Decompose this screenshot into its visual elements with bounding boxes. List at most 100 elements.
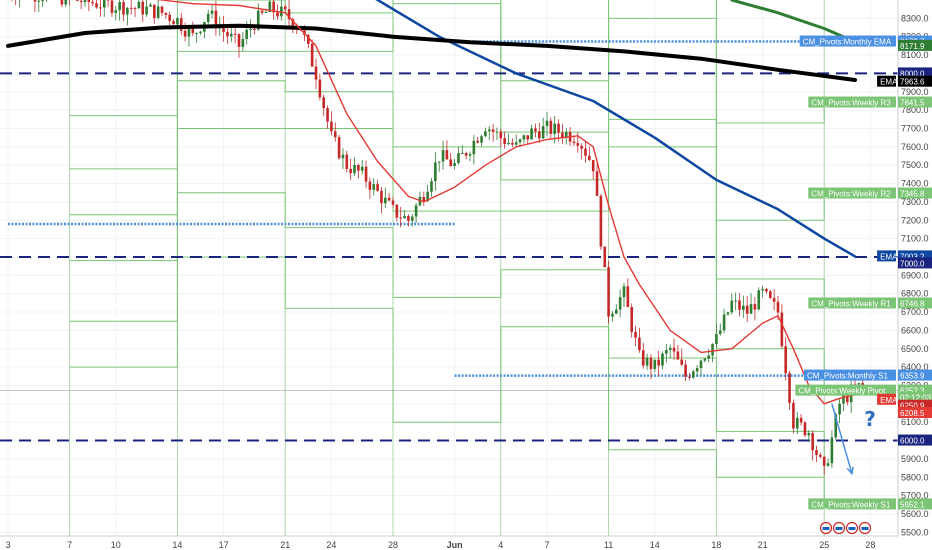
- price-tag-box: [898, 384, 932, 396]
- candle-body: [364, 166, 368, 182]
- candle-body: [168, 14, 171, 21]
- price-tick-label: 7100.0: [901, 234, 929, 244]
- candle-body: [129, 7, 133, 9]
- horizontal-levels: [0, 40, 898, 442]
- candle-body: [753, 304, 757, 310]
- candle-body: [561, 132, 564, 138]
- candle-body: [461, 153, 464, 155]
- candle-body: [765, 288, 768, 292]
- candle-body: [761, 288, 764, 291]
- weekly-pivot-steps: [69, 0, 871, 536]
- price-tag-box: [898, 297, 932, 309]
- candle-body: [380, 190, 383, 204]
- candle-body: [803, 422, 807, 436]
- time-tick-label: 21: [758, 540, 768, 550]
- forecast-arrow: [831, 403, 853, 474]
- price-tick-label: 5700.0: [901, 491, 929, 501]
- candle-body: [183, 30, 187, 37]
- price-tag-label: 7003.2: [900, 252, 925, 261]
- price-tick-label: 6800.0: [901, 289, 929, 299]
- candle-body: [410, 216, 414, 221]
- candle-body: [699, 360, 703, 369]
- candle-body: [857, 383, 861, 385]
- candle-body: [541, 126, 545, 139]
- price-tick-label: 7800.0: [901, 105, 929, 115]
- candle-body: [149, 4, 152, 7]
- candle-body: [757, 290, 761, 310]
- candle-body: [792, 402, 795, 429]
- flag-stripe: [861, 527, 869, 530]
- candle-body: [665, 349, 668, 354]
- candle-body: [353, 165, 356, 174]
- candle-body: [711, 344, 714, 356]
- candle-body: [595, 171, 599, 196]
- price-tag-label: 6746.8: [900, 299, 925, 308]
- price-tick-label: 6100.0: [901, 417, 929, 427]
- candle-body: [846, 395, 849, 403]
- candle-body: [591, 160, 595, 172]
- candle-body: [769, 291, 772, 298]
- candle-body: [245, 29, 248, 40]
- ema-lines: [6, 0, 857, 405]
- price-tag-label: 7345.8: [900, 190, 925, 199]
- candle-body: [387, 197, 391, 201]
- candle-body: [249, 28, 252, 30]
- time-axis[interactable]: 3 7 10 14 17 21 24 28 Jun 4 7 11 14 18 21 25 28: [0, 535, 898, 550]
- candle-body: [538, 131, 541, 139]
- candle-body: [326, 108, 329, 122]
- candle-body: [588, 155, 591, 161]
- candle-body: [137, 1, 141, 9]
- price-tag-box: [898, 257, 932, 269]
- candle-body: [110, 0, 114, 13]
- candle-body: [599, 195, 603, 247]
- price-tag-box: [898, 75, 932, 87]
- price-tag-box: [898, 407, 932, 419]
- candle-body: [307, 35, 310, 44]
- events-icons[interactable]: [819, 521, 872, 535]
- candle-body: [126, 7, 129, 15]
- candle-body: [441, 150, 445, 162]
- candle-body: [526, 135, 530, 140]
- price-tag-box: [898, 187, 932, 199]
- candle-body: [276, 12, 279, 17]
- candle-body: [95, 3, 98, 8]
- weekly-pivot-r1-line: [69, 80, 871, 304]
- price-tag-box: [898, 67, 932, 79]
- candle-body: [557, 123, 560, 133]
- price-tag-label: 8171.9: [900, 42, 925, 51]
- candle-body: [730, 300, 734, 313]
- candle-body: [549, 120, 553, 134]
- candle-body: [341, 154, 345, 159]
- price-tag-label: 7000.0: [900, 259, 925, 268]
- candle-body: [641, 350, 645, 366]
- candle-body: [457, 153, 460, 164]
- time-tick-label: 7: [544, 540, 549, 550]
- ema-fast-line: [156, 0, 856, 405]
- price-tick-label: 7700.0: [901, 123, 929, 133]
- candle-body: [283, 6, 287, 10]
- candle-body: [345, 154, 349, 169]
- candle-body: [630, 307, 633, 332]
- candle-body: [222, 26, 225, 32]
- candle-body: [399, 217, 402, 219]
- candle-body: [164, 12, 168, 15]
- price-tick-label: 5900.0: [901, 454, 929, 464]
- candle-body: [815, 450, 818, 455]
- candle-body: [742, 305, 745, 310]
- candle-body: [680, 359, 684, 365]
- price-tag-label: 6353.9: [900, 372, 925, 381]
- price-axis[interactable]: 8300.08200.08100.08000.07900.07800.07700…: [897, 0, 932, 550]
- ema-black-line: [6, 23, 857, 82]
- candle-body: [487, 129, 491, 132]
- candle-body: [357, 165, 360, 171]
- line-label-text: EMA: [880, 78, 898, 87]
- candle-body: [522, 135, 526, 140]
- candle-body: [842, 395, 845, 404]
- price-tag-label: 7841.5: [900, 99, 925, 108]
- candle-body: [210, 10, 214, 14]
- candle-body: [726, 312, 730, 315]
- candle-body: [738, 300, 741, 310]
- line-label-box: [808, 187, 896, 199]
- candle-body: [79, 0, 83, 3]
